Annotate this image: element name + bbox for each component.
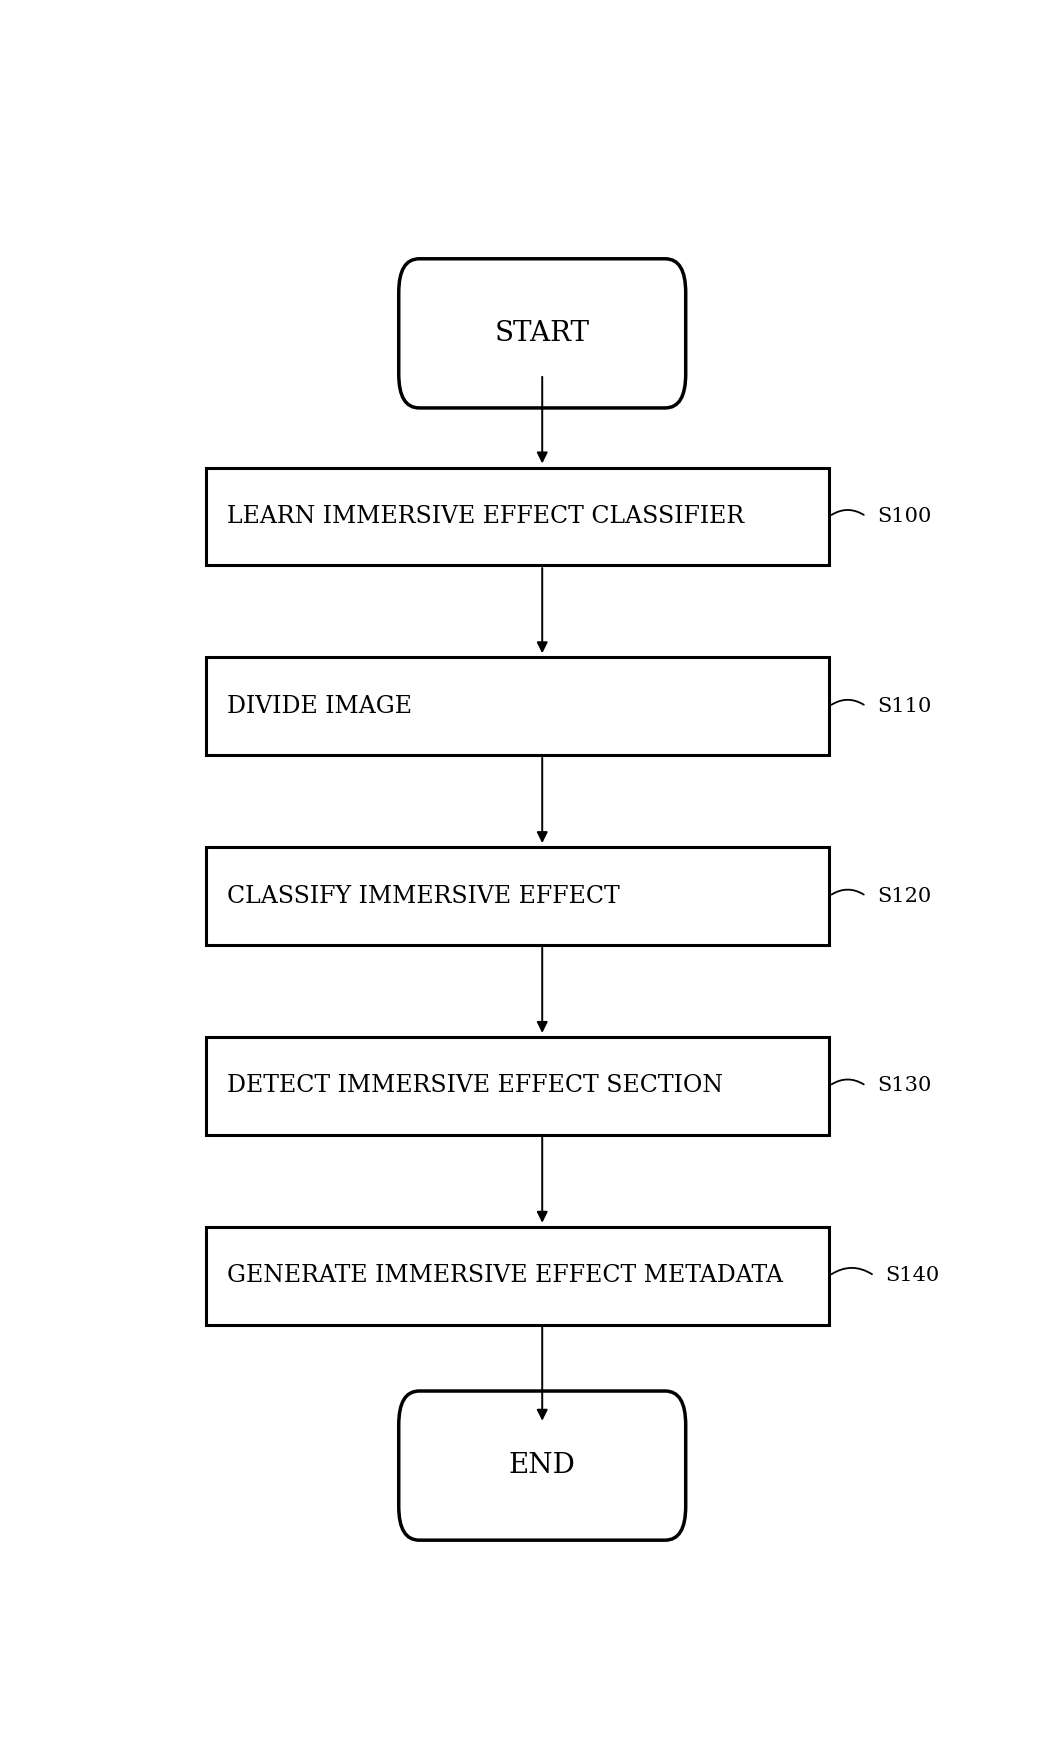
- FancyBboxPatch shape: [399, 1391, 686, 1541]
- Text: DETECT IMMERSIVE EFFECT SECTION: DETECT IMMERSIVE EFFECT SECTION: [226, 1074, 723, 1097]
- Text: START: START: [495, 321, 589, 347]
- Text: S130: S130: [877, 1076, 931, 1095]
- Text: S140: S140: [884, 1266, 940, 1286]
- Text: S120: S120: [877, 886, 931, 905]
- Text: S100: S100: [877, 507, 931, 527]
- Text: END: END: [509, 1453, 576, 1479]
- Bar: [206, 468, 829, 565]
- FancyBboxPatch shape: [399, 259, 686, 409]
- Bar: [206, 847, 829, 946]
- Text: S110: S110: [877, 697, 931, 715]
- Text: CLASSIFY IMMERSIVE EFFECT: CLASSIFY IMMERSIVE EFFECT: [226, 884, 619, 907]
- Text: DIVIDE IMAGE: DIVIDE IMAGE: [226, 696, 412, 718]
- Bar: [206, 1227, 829, 1324]
- Bar: [206, 1037, 829, 1134]
- Text: GENERATE IMMERSIVE EFFECT METADATA: GENERATE IMMERSIVE EFFECT METADATA: [226, 1264, 783, 1287]
- Bar: [206, 657, 829, 755]
- Text: LEARN IMMERSIVE EFFECT CLASSIFIER: LEARN IMMERSIVE EFFECT CLASSIFIER: [226, 505, 744, 528]
